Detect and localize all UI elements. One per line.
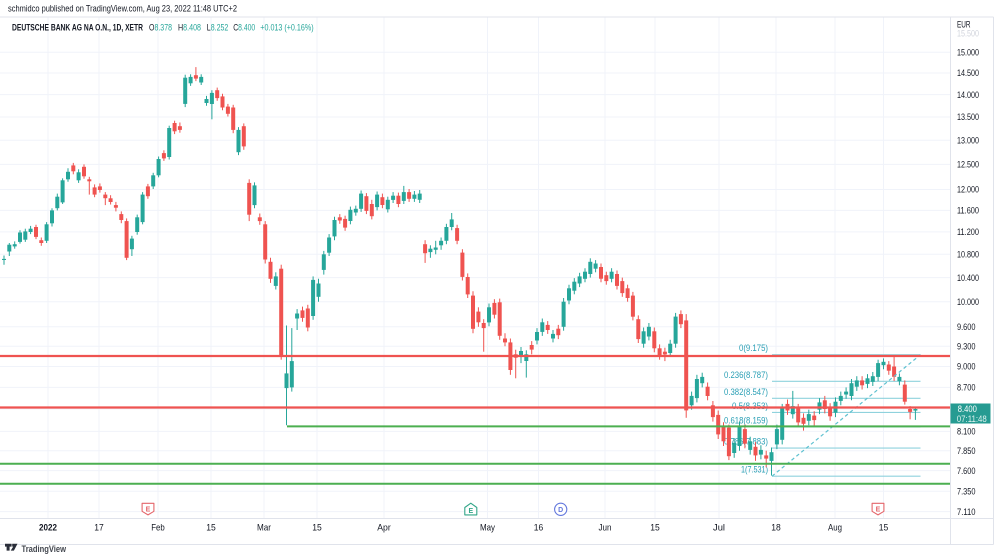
svg-text:0.382(8.547): 0.382(8.547): [724, 387, 768, 398]
svg-text:0.236(8.787): 0.236(8.787): [724, 370, 768, 381]
svg-text:9.300: 9.300: [957, 342, 976, 352]
svg-text:E: E: [468, 508, 473, 515]
svg-text:8.100: 8.100: [957, 427, 976, 437]
svg-text:15: 15: [650, 523, 660, 533]
svg-text:16: 16: [534, 523, 544, 533]
svg-text:C8.400: C8.400: [233, 23, 255, 34]
svg-text:12.500: 12.500: [957, 160, 979, 170]
svg-text:10.800: 10.800: [957, 250, 979, 260]
svg-text:L8.252: L8.252: [207, 23, 229, 34]
svg-text:07:11:48: 07:11:48: [957, 414, 987, 424]
svg-text:11.200: 11.200: [957, 227, 979, 237]
svg-text:Aug: Aug: [828, 523, 842, 533]
svg-text:Jul: Jul: [713, 523, 725, 533]
svg-text:8.400: 8.400: [958, 404, 977, 414]
svg-text:7.600: 7.600: [957, 466, 976, 476]
svg-text:9.600: 9.600: [957, 322, 976, 332]
svg-text:15: 15: [312, 523, 322, 533]
svg-text:15: 15: [879, 523, 889, 533]
svg-text:10.400: 10.400: [957, 273, 979, 283]
svg-text:15.500: 15.500: [957, 28, 979, 38]
svg-text:Mar: Mar: [257, 523, 271, 533]
svg-text:TradingView: TradingView: [22, 544, 67, 554]
svg-text:7.850: 7.850: [957, 446, 976, 456]
svg-text:H8.408: H8.408: [178, 23, 201, 34]
svg-text:9.000: 9.000: [957, 362, 976, 372]
svg-text:10.000: 10.000: [957, 297, 979, 307]
svg-text:E: E: [876, 506, 881, 513]
svg-text:18: 18: [771, 523, 781, 533]
svg-text:DEUTSCHE BANK AG NA O.N., 1D,: DEUTSCHE BANK AG NA O.N., 1D, XETR: [12, 23, 143, 34]
svg-text:14.500: 14.500: [957, 68, 979, 78]
svg-text:8.700: 8.700: [957, 383, 976, 393]
svg-text:13.500: 13.500: [957, 112, 979, 122]
svg-text:+0.013 (+0.16%): +0.013 (+0.16%): [260, 23, 313, 34]
svg-text:11.600: 11.600: [957, 206, 979, 216]
svg-text:Jun: Jun: [599, 523, 612, 533]
svg-text:schmidco published on TradingV: schmidco published on TradingView.com, A…: [8, 4, 237, 15]
svg-text:7.110: 7.110: [957, 507, 976, 517]
svg-text:0.618(8.159): 0.618(8.159): [724, 415, 768, 426]
svg-text:O8.378: O8.378: [149, 23, 172, 34]
svg-text:7.350: 7.350: [957, 486, 976, 496]
svg-text:17: 17: [94, 523, 104, 533]
svg-text:15: 15: [206, 523, 216, 533]
svg-text:EUR: EUR: [957, 20, 971, 31]
svg-text:13.000: 13.000: [957, 135, 979, 145]
svg-text:E: E: [146, 506, 151, 513]
svg-text:12.000: 12.000: [957, 185, 979, 195]
svg-text:2022: 2022: [39, 523, 57, 533]
svg-text:Apr: Apr: [377, 523, 391, 533]
svg-text:15.000: 15.000: [957, 47, 979, 57]
svg-text:Feb: Feb: [151, 523, 165, 533]
svg-text:14.000: 14.000: [957, 90, 979, 100]
svg-text:0(9.175): 0(9.175): [739, 343, 768, 354]
svg-text:1(7.531): 1(7.531): [741, 465, 768, 476]
svg-text:May: May: [480, 523, 495, 533]
svg-text:D: D: [558, 507, 563, 514]
